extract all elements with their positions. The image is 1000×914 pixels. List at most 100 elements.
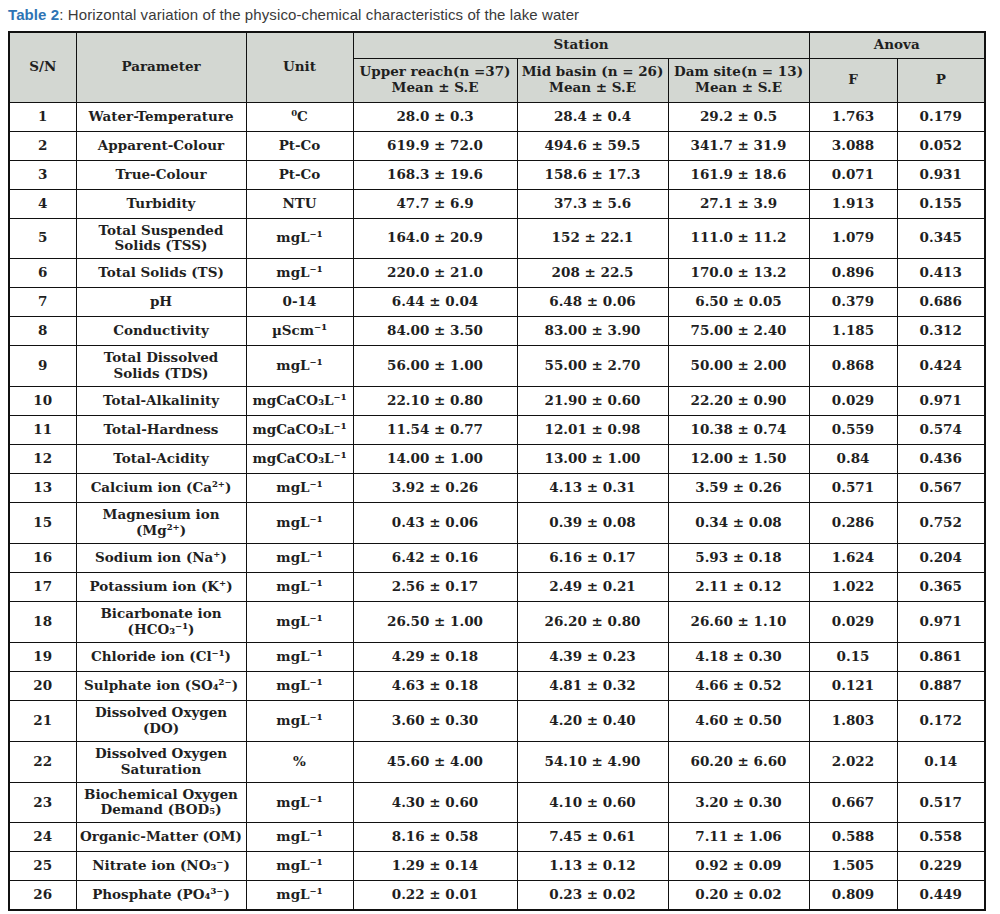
cell-unit: mgL⁻¹ xyxy=(246,782,353,823)
cell-sn: 8 xyxy=(9,317,76,346)
cell-upper: 4.30 ± 0.60 xyxy=(353,782,517,823)
cell-upper: 22.10 ± 0.80 xyxy=(353,387,517,416)
cell-p: 0.312 xyxy=(897,317,985,346)
cell-dam: 5.93 ± 0.18 xyxy=(668,544,809,573)
cell-mid: 2.49 ± 0.21 xyxy=(517,573,668,602)
cell-unit: mgL⁻¹ xyxy=(246,700,353,741)
cell-mid: 7.45 ± 0.61 xyxy=(517,823,668,852)
cell-f: 0.286 xyxy=(809,503,897,544)
cell-upper: 84.00 ± 3.50 xyxy=(353,317,517,346)
cell-p: 0.686 xyxy=(897,288,985,317)
table-row: 25Nitrate ion (NO₃⁻)mgL⁻¹1.29 ± 0.141.13… xyxy=(9,852,985,881)
table-row: 13Calcium ion (Ca²⁺)mgL⁻¹3.92 ± 0.264.13… xyxy=(9,474,985,503)
col-header-station-group: Station xyxy=(353,32,809,58)
cell-p: 0.517 xyxy=(897,782,985,823)
cell-mid: 26.20 ± 0.80 xyxy=(517,602,668,643)
cell-parameter: Turbidity xyxy=(76,189,246,218)
cell-sn: 12 xyxy=(9,445,76,474)
cell-parameter: Dissolved Oxygen Saturation xyxy=(76,741,246,782)
cell-upper: 1.29 ± 0.14 xyxy=(353,852,517,881)
cell-sn: 1 xyxy=(9,102,76,131)
table-header: S/N Parameter Unit Station Anova Upper r… xyxy=(9,32,985,102)
cell-f: 0.588 xyxy=(809,823,897,852)
cell-upper: 6.42 ± 0.16 xyxy=(353,544,517,573)
cell-p: 0.931 xyxy=(897,160,985,189)
cell-sn: 17 xyxy=(9,573,76,602)
cell-unit: Pt-Co xyxy=(246,160,353,189)
cell-unit: 0-14 xyxy=(246,288,353,317)
cell-sn: 19 xyxy=(9,642,76,671)
cell-dam: 50.00 ± 2.00 xyxy=(668,346,809,387)
cell-upper: 164.0 ± 20.9 xyxy=(353,218,517,259)
cell-dam: 0.20 ± 0.02 xyxy=(668,881,809,910)
cell-dam: 7.11 ± 1.06 xyxy=(668,823,809,852)
cell-p: 0.971 xyxy=(897,602,985,643)
cell-f: 3.088 xyxy=(809,131,897,160)
cell-dam: 3.20 ± 0.30 xyxy=(668,782,809,823)
cell-mid: 13.00 ± 1.00 xyxy=(517,445,668,474)
col-header-upper-reach: Upper reach(n =37)Mean ± S.E xyxy=(353,58,517,102)
cell-f: 0.571 xyxy=(809,474,897,503)
station-stat: Mean ± S.E xyxy=(549,79,636,95)
cell-upper: 0.22 ± 0.01 xyxy=(353,881,517,910)
cell-sn: 18 xyxy=(9,602,76,643)
cell-dam: 26.60 ± 1.10 xyxy=(668,602,809,643)
cell-p: 0.345 xyxy=(897,218,985,259)
cell-mid: 0.39 ± 0.08 xyxy=(517,503,668,544)
cell-dam: 4.18 ± 0.30 xyxy=(668,642,809,671)
cell-f: 0.667 xyxy=(809,782,897,823)
cell-p: 0.574 xyxy=(897,416,985,445)
cell-mid: 152 ± 22.1 xyxy=(517,218,668,259)
cell-parameter: Potassium ion (K⁺) xyxy=(76,573,246,602)
cell-unit: Pt-Co xyxy=(246,131,353,160)
cell-p: 0.365 xyxy=(897,573,985,602)
cell-parameter: Total-Alkalinity xyxy=(76,387,246,416)
table-body: 1Water-Temperature⁰C28.0 ± 0.328.4 ± 0.4… xyxy=(9,102,985,910)
cell-dam: 3.59 ± 0.26 xyxy=(668,474,809,503)
cell-dam: 12.00 ± 1.50 xyxy=(668,445,809,474)
cell-dam: 75.00 ± 2.40 xyxy=(668,317,809,346)
cell-upper: 3.60 ± 0.30 xyxy=(353,700,517,741)
cell-unit: mgCaCO₃L⁻¹ xyxy=(246,445,353,474)
table-row: 18Bicarbonate ion (HCO₃⁻¹)mgL⁻¹26.50 ± 1… xyxy=(9,602,985,643)
cell-f: 0.121 xyxy=(809,671,897,700)
cell-mid: 4.81 ± 0.32 xyxy=(517,671,668,700)
cell-mid: 21.90 ± 0.60 xyxy=(517,387,668,416)
table-row: 20Sulphate ion (SO₄²⁻)mgL⁻¹4.63 ± 0.184.… xyxy=(9,671,985,700)
cell-mid: 0.23 ± 0.02 xyxy=(517,881,668,910)
cell-p: 0.424 xyxy=(897,346,985,387)
cell-dam: 60.20 ± 6.60 xyxy=(668,741,809,782)
col-header-mid-basin: Mid basin (n = 26)Mean ± S.E xyxy=(517,58,668,102)
cell-p: 0.052 xyxy=(897,131,985,160)
cell-f: 2.022 xyxy=(809,741,897,782)
cell-unit: mgL⁻¹ xyxy=(246,346,353,387)
cell-sn: 24 xyxy=(9,823,76,852)
cell-f: 0.15 xyxy=(809,642,897,671)
cell-parameter: Sodium ion (Na⁺) xyxy=(76,544,246,573)
station-stat: Mean ± S.E xyxy=(695,79,782,95)
cell-unit: µScm⁻¹ xyxy=(246,317,353,346)
table-row: 24Organic-Matter (OM)mgL⁻¹8.16 ± 0.587.4… xyxy=(9,823,985,852)
cell-mid: 4.39 ± 0.23 xyxy=(517,642,668,671)
table-caption-text: : Horizontal variation of the physico-ch… xyxy=(59,6,579,23)
cell-upper: 4.29 ± 0.18 xyxy=(353,642,517,671)
cell-mid: 54.10 ± 4.90 xyxy=(517,741,668,782)
cell-p: 0.14 xyxy=(897,741,985,782)
table-row: 19Chloride ion (Cl⁻¹)mgL⁻¹4.29 ± 0.184.3… xyxy=(9,642,985,671)
col-header-parameter: Parameter xyxy=(76,32,246,102)
cell-mid: 208 ± 22.5 xyxy=(517,259,668,288)
cell-f: 1.624 xyxy=(809,544,897,573)
cell-f: 1.022 xyxy=(809,573,897,602)
station-stat: Mean ± S.E xyxy=(391,79,478,95)
cell-f: 0.029 xyxy=(809,387,897,416)
cell-unit: NTU xyxy=(246,189,353,218)
table-row: 6Total Solids (TS)mgL⁻¹220.0 ± 21.0208 ±… xyxy=(9,259,985,288)
cell-unit: ⁰C xyxy=(246,102,353,131)
cell-upper: 47.7 ± 6.9 xyxy=(353,189,517,218)
cell-upper: 3.92 ± 0.26 xyxy=(353,474,517,503)
cell-upper: 619.9 ± 72.0 xyxy=(353,131,517,160)
cell-unit: mgL⁻¹ xyxy=(246,602,353,643)
cell-dam: 6.50 ± 0.05 xyxy=(668,288,809,317)
table-row: 3True-ColourPt-Co168.3 ± 19.6158.6 ± 17.… xyxy=(9,160,985,189)
cell-p: 0.179 xyxy=(897,102,985,131)
